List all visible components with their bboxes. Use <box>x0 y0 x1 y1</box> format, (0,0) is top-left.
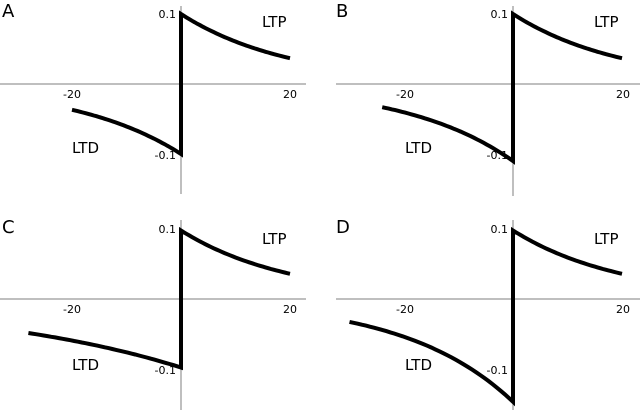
panel-letter: D <box>336 217 350 238</box>
y-tick-label-neg: -0.1 <box>155 149 176 162</box>
stdp-curve <box>71 10 291 158</box>
ltp-label: LTP <box>262 230 287 248</box>
x-tick-label-pos: 20 <box>283 88 297 101</box>
ltd-label: LTD <box>405 356 432 374</box>
panel-letter: B <box>336 1 348 22</box>
stdp-curve <box>28 226 291 371</box>
ltd-label: LTD <box>72 139 99 157</box>
ltd-label: LTD <box>72 356 99 374</box>
y-tick-label-pos: 0.1 <box>491 223 509 236</box>
x-tick-label-pos: 20 <box>616 303 630 316</box>
y-tick-label-neg: -0.1 <box>487 364 508 377</box>
panel-letter: C <box>2 217 15 238</box>
y-tick-label-pos: 0.1 <box>159 8 177 21</box>
panel-a: A -20 20 0.1 -0.1 LTP LTD <box>0 1 306 194</box>
x-tick-label-neg: -20 <box>63 88 81 101</box>
ltp-label: LTP <box>594 230 619 248</box>
panel-b: B -20 20 0.1 -0.1 LTP LTD <box>336 1 640 196</box>
x-tick-label-neg: -20 <box>63 303 81 316</box>
y-tick-label-pos: 0.1 <box>491 8 509 21</box>
stdp-curve <box>381 10 623 165</box>
x-tick-label-pos: 20 <box>283 303 297 316</box>
x-tick-label-neg: -20 <box>396 88 414 101</box>
panel-c: C -20 20 0.1 -0.1 LTP LTD <box>0 217 306 410</box>
panel-d: D -20 20 0.1 -0.1 LTP LTD <box>336 217 640 410</box>
ltp-label: LTP <box>594 13 619 31</box>
ltp-label: LTP <box>262 13 287 31</box>
stdp-curve <box>349 226 623 407</box>
y-tick-label-pos: 0.1 <box>159 223 177 236</box>
ltd-label: LTD <box>405 139 432 157</box>
x-tick-label-neg: -20 <box>396 303 414 316</box>
y-tick-label-neg: -0.1 <box>155 364 176 377</box>
panel-letter: A <box>2 1 15 22</box>
x-tick-label-pos: 20 <box>616 88 630 101</box>
